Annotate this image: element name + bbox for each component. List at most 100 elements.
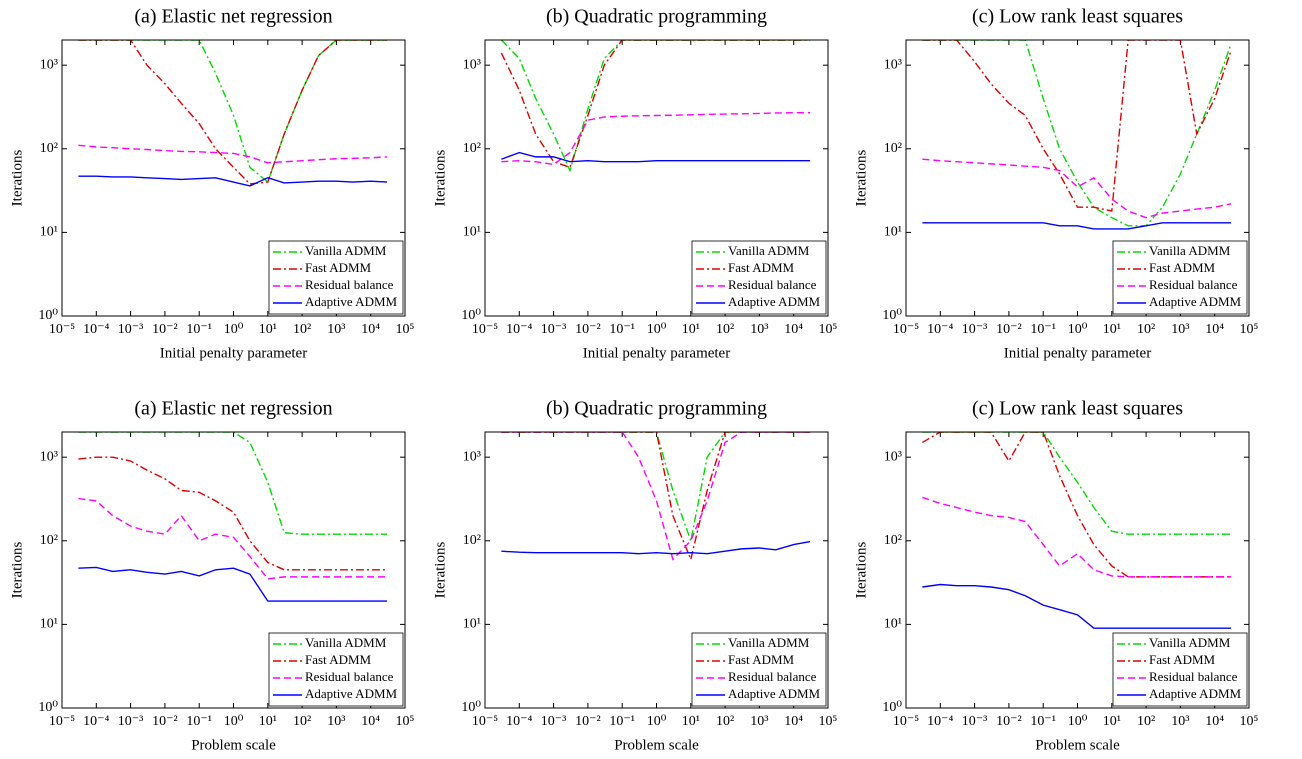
x-tick-label: 10⁻³ xyxy=(118,714,144,729)
series-line xyxy=(922,432,1232,535)
series-line xyxy=(922,40,1232,212)
plot-area xyxy=(500,40,811,173)
x-tick-label: 10² xyxy=(716,322,734,337)
axes-box xyxy=(484,39,829,317)
x-tick-label: 10⁴ xyxy=(361,322,380,337)
chart-title: (b) Quadratic programming xyxy=(546,398,767,420)
legend-label: Fast ADMM xyxy=(1149,260,1216,275)
x-tick-label: 10⁻² xyxy=(575,322,601,337)
x-tick-label: 10⁻² xyxy=(996,322,1022,337)
legend-label: Residual balance xyxy=(728,277,817,292)
legend-label: Vanilla ADMM xyxy=(728,635,810,650)
x-tick-label: 10³ xyxy=(1171,322,1189,337)
plot-area xyxy=(922,40,1232,230)
legend-label: Adaptive ADMM xyxy=(728,686,821,701)
plot-area xyxy=(78,432,388,602)
x-tick-label: 10² xyxy=(1137,322,1155,337)
x-tick-label: 10⁻¹ xyxy=(186,714,212,729)
x-tick-label: 10⁰ xyxy=(224,714,244,729)
legend-label: Vanilla ADMM xyxy=(1149,635,1231,650)
x-tick-label: 10⁻⁵ xyxy=(472,322,498,337)
y-tick-label: 10¹ xyxy=(40,617,58,632)
x-tick-label: 10⁻⁴ xyxy=(927,714,953,729)
x-tick-label: 10³ xyxy=(1171,714,1189,729)
y-tick-label: 10³ xyxy=(40,449,58,464)
chart-title: (b) Quadratic programming xyxy=(546,6,767,28)
legend-label: Vanilla ADMM xyxy=(305,635,387,650)
x-axis-label: Initial penalty parameter xyxy=(583,345,730,361)
x-tick-label: 10¹ xyxy=(259,714,277,729)
y-tick-label: 10⁰ xyxy=(38,700,58,715)
x-tick-label: 10³ xyxy=(750,322,768,337)
legend-label: Residual balance xyxy=(1149,669,1238,684)
legend-label: Fast ADMM xyxy=(1149,652,1216,667)
series-line xyxy=(501,540,811,555)
y-tick-label: 10² xyxy=(463,533,481,548)
legend-box xyxy=(268,240,404,315)
y-tick-label: 10¹ xyxy=(463,225,481,240)
series-line xyxy=(78,456,388,571)
y-tick-label: 10³ xyxy=(40,57,58,72)
series-line xyxy=(922,222,1232,230)
axes-box xyxy=(61,39,406,317)
series-line xyxy=(922,496,1232,578)
axes-box xyxy=(61,431,406,709)
y-tick-label: 10² xyxy=(884,533,902,548)
x-tick-label: 10⁻² xyxy=(996,714,1022,729)
x-tick-label: 10³ xyxy=(750,714,768,729)
x-tick-label: 10⁵ xyxy=(396,322,415,337)
legend-label: Adaptive ADMM xyxy=(1149,686,1242,701)
series-line xyxy=(78,566,388,602)
y-axis-label: Iterations xyxy=(9,542,25,599)
x-tick-label: 10⁻³ xyxy=(541,322,567,337)
y-tick-label: 10³ xyxy=(884,57,902,72)
legend-label: Adaptive ADMM xyxy=(305,686,398,701)
panel: (c) Low rank least squares Problem scale I… xyxy=(853,398,1258,754)
x-tick-label: 10⁰ xyxy=(647,714,667,729)
panel: (a) Elastic net regression Initial penalt… xyxy=(9,6,414,362)
x-tick-label: 10⁻⁴ xyxy=(506,714,532,729)
x-tick-label: 10⁻¹ xyxy=(609,714,635,729)
legend-box xyxy=(691,240,827,315)
series-line xyxy=(500,40,811,173)
series-line xyxy=(500,40,811,169)
series-line xyxy=(78,432,388,535)
y-axis-label: Iterations xyxy=(432,542,448,599)
series-line xyxy=(78,40,388,185)
panel: (b) Quadratic programming Initial penalty… xyxy=(432,6,837,362)
x-tick-label: 10⁻⁴ xyxy=(83,322,109,337)
series-line xyxy=(922,40,1232,227)
legend-label: Fast ADMM xyxy=(305,260,372,275)
y-axis-label: Iterations xyxy=(9,150,25,207)
legend-box xyxy=(1112,240,1248,315)
x-tick-label: 10⁻⁵ xyxy=(49,714,75,729)
x-tick-label: 10¹ xyxy=(682,714,700,729)
x-tick-label: 10² xyxy=(293,714,311,729)
x-tick-label: 10¹ xyxy=(682,322,700,337)
x-tick-label: 10⁻¹ xyxy=(186,322,212,337)
panel: (b) Quadratic programming Problem scale It… xyxy=(432,398,837,754)
x-tick-label: 10⁻⁴ xyxy=(927,322,953,337)
legend-label: Fast ADMM xyxy=(728,260,795,275)
y-axis-label: Iterations xyxy=(853,150,869,207)
axes-box xyxy=(905,431,1250,709)
x-axis-label: Problem scale xyxy=(191,737,276,753)
y-tick-label: 10² xyxy=(40,141,58,156)
y-tick-label: 10² xyxy=(884,141,902,156)
x-tick-label: 10⁻⁵ xyxy=(472,714,498,729)
series-line xyxy=(78,144,388,164)
x-tick-label: 10¹ xyxy=(1103,322,1121,337)
plot-area xyxy=(78,40,388,187)
x-tick-label: 10³ xyxy=(327,714,345,729)
x-tick-label: 10⁻² xyxy=(152,322,178,337)
legend-label: Residual balance xyxy=(305,277,394,292)
x-tick-label: 10⁻³ xyxy=(962,322,988,337)
y-tick-label: 10⁰ xyxy=(461,700,481,715)
x-tick-label: 10³ xyxy=(327,322,345,337)
legend-label: Adaptive ADMM xyxy=(1149,294,1242,309)
series-line xyxy=(501,432,811,561)
x-tick-label: 10⁻¹ xyxy=(609,322,635,337)
x-tick-label: 10¹ xyxy=(259,322,277,337)
legend-label: Vanilla ADMM xyxy=(1149,243,1231,258)
series-line xyxy=(922,583,1232,629)
